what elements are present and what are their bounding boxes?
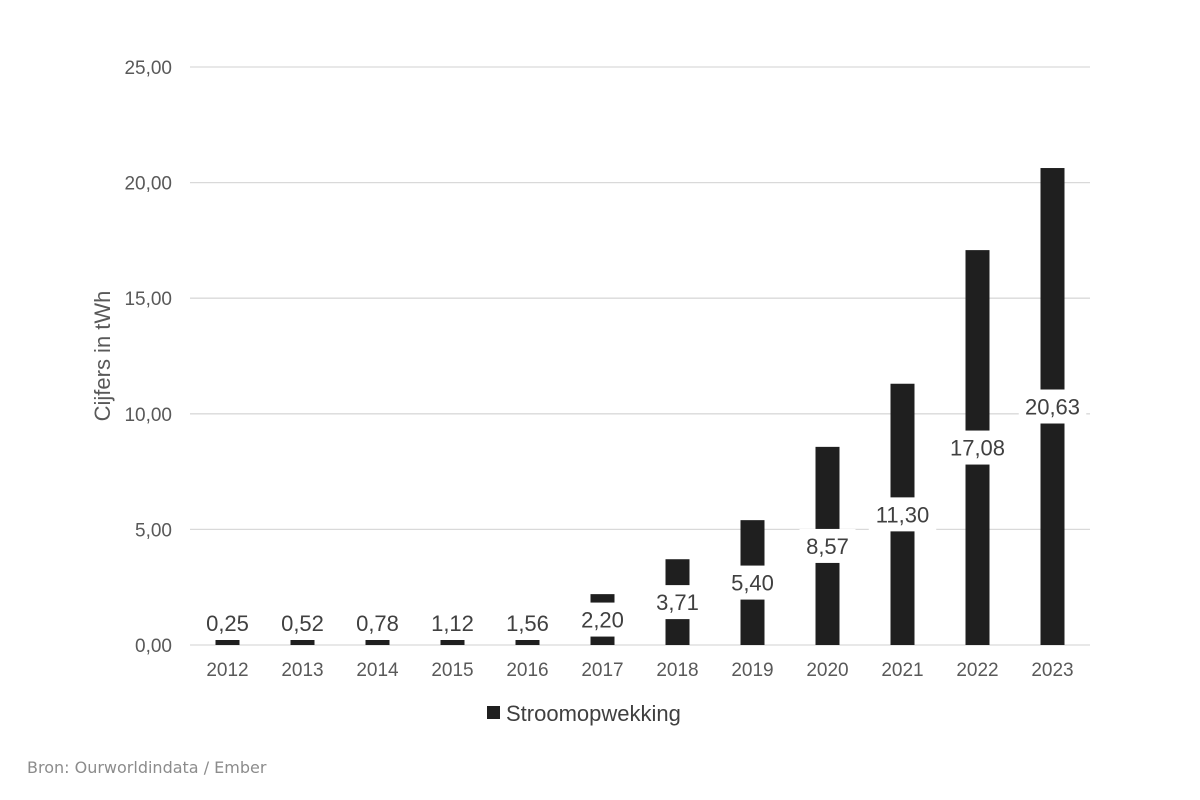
x-tick-label: 2016: [506, 660, 548, 681]
data-label: 8,57: [806, 534, 849, 559]
x-tick-label: 2014: [356, 660, 399, 681]
data-label-bg: [868, 497, 937, 532]
y-tick-label: 10,00: [124, 405, 172, 426]
y-tick-label: 25,00: [124, 58, 172, 79]
x-tick-label: 2022: [956, 660, 998, 681]
x-tick-label: 2023: [1031, 660, 1073, 681]
x-tick-label: 2021: [881, 660, 923, 681]
data-label: 17,08: [950, 436, 1005, 461]
data-label-bg: [574, 602, 631, 637]
x-tick-label: 2019: [731, 660, 773, 681]
data-label-bg: [199, 606, 256, 640]
data-label: 0,52: [281, 611, 324, 636]
data-label-bg: [1018, 389, 1087, 424]
y-axis-label: Cijfers in tWh: [90, 291, 115, 422]
y-tick-label: 20,00: [124, 174, 172, 195]
data-label-bg: [943, 430, 1012, 465]
gridlines: [190, 66, 1090, 646]
x-tick-label: 2013: [281, 660, 323, 681]
data-label: 20,63: [1025, 395, 1080, 420]
data-label-bg: [349, 606, 406, 640]
legend-swatch: [487, 706, 500, 719]
x-axis-ticks: 2012 2013 2014 2015 2016 2017 2018 2019 2020 2021…: [206, 660, 1073, 681]
bar: [215, 639, 240, 645]
data-label: 1,12: [431, 611, 474, 636]
data-label-bg: [424, 606, 481, 640]
y-tick-label: 15,00: [124, 289, 172, 310]
data-label: 0,25: [206, 611, 249, 636]
data-labels: 0,25 0,52 0,78 1,12 1,56 2,20 3,71 5,40 8,57 11,3…: [199, 389, 1087, 640]
x-tick-label: 2012: [206, 660, 248, 681]
x-tick-label: 2020: [806, 660, 848, 681]
data-label-bg: [499, 606, 556, 640]
data-label: 0,78: [356, 611, 399, 636]
data-label-bg: [724, 565, 781, 600]
data-label-bg: [274, 606, 331, 640]
y-axis-ticks: 0,00 5,00 10,00 15,00 20,00 25,00: [124, 58, 172, 657]
data-label: 11,30: [876, 502, 929, 527]
data-label: 5,40: [731, 571, 774, 596]
data-label: 3,71: [656, 590, 699, 615]
x-tick-label: 2017: [581, 660, 623, 681]
data-label: 2,20: [581, 608, 624, 633]
legend-label: Stroomopwekking: [506, 701, 681, 726]
bars: [215, 168, 1065, 645]
data-label-bg: [649, 585, 706, 620]
data-label: 1,56: [506, 611, 549, 636]
x-tick-label: 2018: [656, 660, 698, 681]
data-label-bg: [799, 528, 856, 563]
legend: Stroomopwekking: [487, 701, 681, 726]
y-tick-label: 0,00: [135, 636, 172, 657]
x-tick-label: 2015: [431, 660, 473, 681]
y-tick-label: 5,00: [135, 520, 172, 541]
source-note: Bron: Ourworldindata / Ember: [27, 758, 267, 777]
